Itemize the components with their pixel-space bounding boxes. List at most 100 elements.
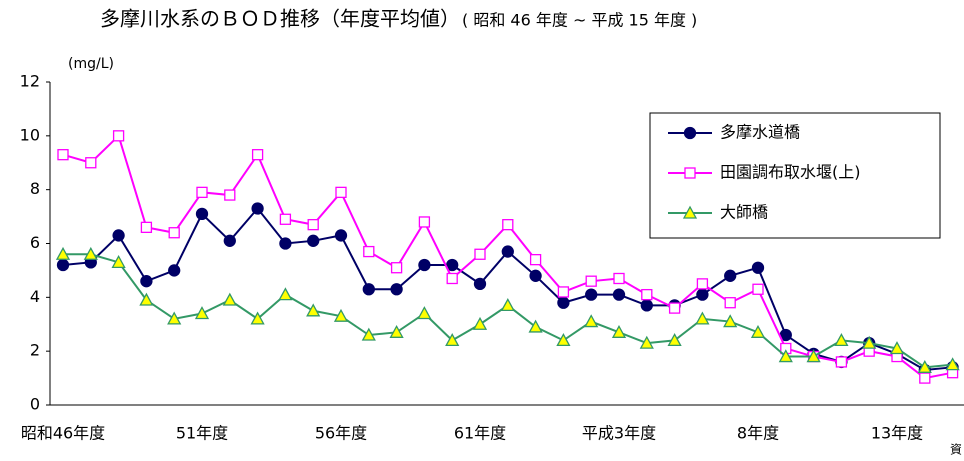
data-point	[140, 275, 153, 288]
source-note: 資	[950, 443, 962, 457]
data-point	[278, 287, 293, 301]
data-point	[529, 269, 542, 282]
data-point	[279, 213, 292, 225]
y-axis-label: (mg/L)	[68, 56, 114, 72]
data-point	[112, 229, 125, 242]
legend-label: 多摩水道橋	[720, 123, 800, 142]
data-point	[194, 306, 210, 320]
data-point	[168, 264, 181, 277]
data-point	[640, 299, 653, 312]
y-tick-label: 2	[30, 341, 40, 360]
legend-marker	[684, 167, 696, 179]
chart-subtitle: ( 昭和 46 年度 ~ 平成 15 年度 )	[462, 11, 697, 30]
y-tick-label: 10	[20, 125, 40, 144]
legend-label: 田園調布取水堰(上)	[720, 163, 861, 182]
data-point	[390, 262, 403, 274]
x-tick-label: 13年度	[871, 424, 923, 443]
data-point	[417, 306, 432, 320]
data-point	[56, 258, 70, 272]
data-point	[529, 253, 542, 266]
y-tick-label: 6	[30, 233, 40, 252]
data-point	[696, 288, 709, 301]
data-point	[556, 333, 571, 347]
data-point	[140, 221, 153, 234]
data-point	[85, 157, 97, 169]
data-point	[584, 314, 599, 328]
data-point	[724, 297, 736, 309]
data-point	[472, 316, 488, 330]
data-point	[696, 278, 709, 290]
x-tick-label: 61年度	[454, 424, 506, 443]
data-point	[334, 229, 348, 242]
data-point	[55, 246, 71, 260]
data-point	[83, 246, 98, 260]
data-point	[641, 288, 653, 301]
data-point	[418, 216, 431, 228]
data-point	[528, 319, 543, 333]
chart-title: 多摩川水系のＢＯＤ推移（年度平均値）	[100, 7, 460, 31]
data-point	[196, 186, 208, 199]
data-point	[279, 237, 292, 250]
data-point	[445, 333, 460, 347]
y-tick-label: 4	[30, 287, 40, 306]
data-point	[557, 296, 570, 309]
data-point	[112, 130, 125, 142]
x-tick-label: 昭和46年度	[21, 424, 105, 443]
data-point	[752, 283, 764, 295]
y-tick-label: 8	[30, 179, 40, 198]
data-point	[251, 202, 264, 215]
y-tick-label: 12	[20, 72, 40, 91]
data-point	[139, 292, 154, 306]
data-point	[306, 303, 321, 317]
data-point	[806, 349, 821, 363]
data-point	[222, 292, 237, 306]
data-point	[223, 234, 236, 247]
data-point	[919, 372, 931, 384]
data-point	[111, 254, 126, 268]
data-point	[945, 357, 960, 371]
data-point	[224, 189, 236, 201]
data-point	[695, 311, 710, 325]
data-point	[585, 275, 597, 287]
data-point	[751, 261, 765, 274]
data-point	[501, 245, 514, 258]
data-point	[250, 311, 265, 325]
x-tick-label: 8年度	[737, 424, 779, 443]
data-point	[613, 272, 625, 285]
data-point	[335, 186, 347, 199]
data-point	[502, 219, 514, 231]
data-point	[167, 311, 182, 325]
data-point	[557, 286, 570, 298]
data-point	[612, 288, 626, 301]
data-point	[862, 335, 877, 349]
data-point	[585, 288, 598, 301]
legend-marker	[683, 126, 697, 140]
data-point	[500, 298, 515, 312]
data-point	[750, 324, 766, 338]
data-point	[834, 333, 849, 347]
data-point	[639, 335, 654, 349]
data-point	[418, 258, 431, 272]
data-point	[333, 308, 349, 322]
data-point	[667, 333, 682, 347]
data-point	[446, 258, 459, 272]
x-tick-label: 56年度	[315, 424, 367, 443]
data-point	[307, 219, 319, 231]
y-tick-label: 0	[30, 395, 40, 414]
x-tick-label: 平成3年度	[582, 424, 656, 443]
data-point	[363, 245, 375, 258]
data-point	[195, 207, 209, 221]
data-point	[473, 277, 487, 291]
data-point	[611, 324, 627, 338]
data-point	[917, 359, 932, 373]
data-point	[474, 248, 486, 260]
x-tick-label: 51年度	[176, 424, 228, 443]
legend-marker	[682, 205, 698, 219]
data-point	[57, 149, 69, 161]
data-point	[446, 272, 458, 285]
data-point	[835, 356, 848, 368]
data-point	[307, 234, 320, 247]
data-point	[668, 302, 681, 314]
